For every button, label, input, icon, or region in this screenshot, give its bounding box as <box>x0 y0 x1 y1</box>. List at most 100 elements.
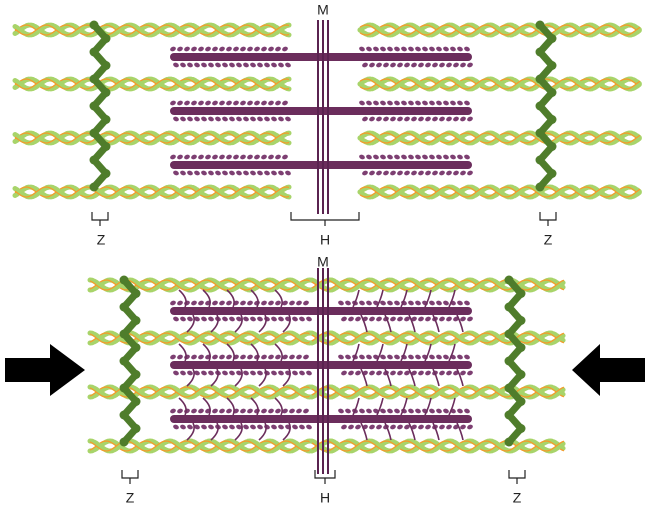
myosin-head <box>267 46 274 53</box>
myosin-head <box>200 116 207 123</box>
z-node <box>536 21 545 30</box>
myosin-head <box>225 46 232 53</box>
myosin-head <box>179 316 186 323</box>
thin-filament <box>312 333 564 343</box>
myosin-head <box>249 62 256 69</box>
myosin-head <box>365 354 372 361</box>
myosin-head <box>281 154 288 161</box>
z-node <box>132 424 141 433</box>
myosin-head <box>221 170 228 177</box>
myosin-head <box>442 46 449 53</box>
myosin-head <box>361 170 368 177</box>
myosin-head <box>389 170 396 177</box>
myosin-head <box>365 300 372 307</box>
myosin-head <box>242 170 249 177</box>
z-node <box>90 21 99 30</box>
myosin-head <box>221 370 228 377</box>
myosin-head <box>179 370 186 377</box>
z-node <box>517 424 526 433</box>
myosin-head <box>358 354 365 361</box>
myosin-head <box>386 46 393 53</box>
myosin-head <box>239 354 246 361</box>
myosin-head <box>435 408 442 415</box>
myosin-head <box>225 300 232 307</box>
myosin-head <box>221 424 228 431</box>
myosin-head <box>459 170 466 177</box>
thin-filament <box>312 441 564 451</box>
myosin-head <box>239 300 246 307</box>
z-node <box>90 156 99 165</box>
z-disc <box>536 21 557 192</box>
myosin-head <box>197 154 204 161</box>
myosin-head <box>169 300 176 307</box>
myosin-head <box>169 46 176 53</box>
myosin-head <box>263 370 270 377</box>
myosin-head <box>407 408 414 415</box>
myosin-head <box>274 100 281 107</box>
myosin-head <box>428 46 435 53</box>
myosin-head <box>452 170 459 177</box>
sarcomere-diagram: M H Z Z M H Z Z <box>0 0 646 505</box>
myosin-head <box>253 46 260 53</box>
myosin-head <box>239 46 246 53</box>
myosin-head <box>407 300 414 307</box>
myosin-backbone <box>170 307 472 315</box>
myosin-head <box>172 316 179 323</box>
myosin-head <box>228 316 235 323</box>
myosin-head <box>424 170 431 177</box>
cross-bridge <box>425 398 431 415</box>
myosin-head <box>186 62 193 69</box>
myosin-head <box>218 46 225 53</box>
myosin-head <box>228 424 235 431</box>
myosin-head <box>211 100 218 107</box>
myosin-head <box>267 154 274 161</box>
myosin-head <box>183 46 190 53</box>
myosin-head <box>445 316 452 323</box>
z-node <box>132 289 141 298</box>
myosin-head <box>228 116 235 123</box>
myosin-head <box>435 354 442 361</box>
myosin-head <box>431 170 438 177</box>
myosin-head <box>365 154 372 161</box>
myosin-head <box>197 300 204 307</box>
myosin-head <box>466 62 473 69</box>
myosin-head <box>400 46 407 53</box>
myosin-head <box>438 116 445 123</box>
z-node <box>548 115 557 124</box>
myosin-head <box>197 46 204 53</box>
myosin-head <box>386 154 393 161</box>
myosin-head <box>463 408 470 415</box>
myosin-head <box>190 354 197 361</box>
myosin-head <box>435 100 442 107</box>
myosin-head <box>445 424 452 431</box>
myosin-backbone <box>170 415 472 423</box>
myosin-head <box>218 354 225 361</box>
myosin-head <box>442 408 449 415</box>
myosin-head <box>190 408 197 415</box>
thin-filament <box>360 79 640 89</box>
myosin-head <box>466 370 473 377</box>
myosin-head <box>274 354 281 361</box>
myosin-head <box>221 316 228 323</box>
myosin-head <box>417 370 424 377</box>
z-label: Z <box>513 490 522 505</box>
myosin-head <box>403 62 410 69</box>
m-label: M <box>317 254 329 270</box>
myosin-head <box>274 154 281 161</box>
myosin-head <box>176 100 183 107</box>
myosin-head <box>207 316 214 323</box>
myosin-head <box>270 116 277 123</box>
myosin-head <box>396 424 403 431</box>
myosin-head <box>368 316 375 323</box>
myosin-head <box>445 116 452 123</box>
myosin-head <box>256 424 263 431</box>
myosin-head <box>414 154 421 161</box>
myosin-head <box>424 116 431 123</box>
myosin-head <box>249 424 256 431</box>
myosin-head <box>410 170 417 177</box>
myosin-head <box>169 154 176 161</box>
z-node <box>517 397 526 406</box>
z-node <box>505 330 514 339</box>
myosin-head <box>246 100 253 107</box>
myosin-head <box>277 170 284 177</box>
